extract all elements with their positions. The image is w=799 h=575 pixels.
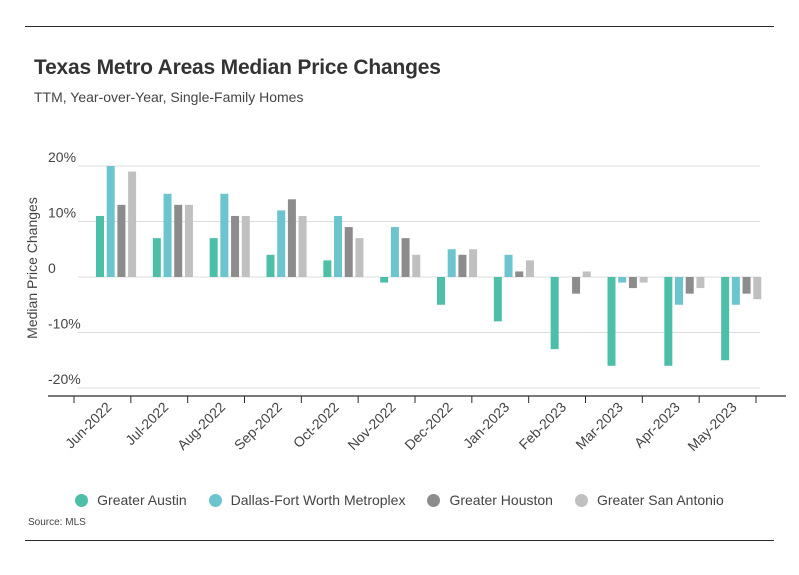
bar: [572, 277, 581, 294]
top-rule: [25, 26, 774, 27]
bar: [721, 277, 730, 361]
bar: [504, 254, 513, 277]
bar: [344, 227, 353, 277]
bar: [582, 271, 591, 277]
bar: [277, 210, 286, 277]
y-tick-label: 10%: [48, 205, 76, 221]
bar: [390, 227, 399, 277]
bar: [266, 254, 275, 277]
bar: [96, 215, 104, 277]
bar: [106, 166, 115, 277]
legend-label: Greater Austin: [97, 492, 187, 508]
y-tick-label: -10%: [48, 316, 81, 332]
x-tick-label: Jul-2022: [122, 399, 171, 448]
legend-swatch: [574, 493, 588, 507]
bar: [607, 277, 616, 366]
x-tick-label: May-2023: [684, 399, 739, 454]
y-tick-label: 20%: [48, 149, 76, 165]
legend-label: Greater San Antonio: [596, 492, 724, 508]
bar: [696, 277, 705, 289]
bar: [241, 215, 250, 277]
bar: [525, 260, 534, 277]
bar: [618, 277, 627, 283]
bar: [685, 277, 694, 294]
bar: [323, 260, 332, 277]
x-tick-label: Nov-2022: [344, 399, 398, 453]
chart-subtitle: TTM, Year-over-Year, Single-Family Homes: [34, 89, 304, 105]
bar: [174, 204, 183, 277]
legend-swatch: [427, 493, 441, 507]
y-axis-label: Median Price Changes: [24, 197, 40, 339]
legend-item: Greater San Antonio: [574, 492, 724, 508]
bar: [731, 277, 740, 305]
bar: [298, 215, 307, 277]
x-tick-label: Oct-2022: [290, 399, 342, 451]
legend-swatch: [75, 493, 89, 507]
bar: [458, 254, 467, 277]
bar: [469, 249, 478, 277]
source-note: Source: MLS: [28, 517, 86, 528]
y-tick-label: -20%: [48, 371, 81, 387]
bar: [117, 204, 126, 277]
bar: [152, 238, 161, 277]
legend-item: Greater Houston: [427, 492, 553, 508]
x-tick-label: Mar-2023: [572, 399, 626, 453]
legend-item: Greater Austin: [75, 492, 187, 508]
bar: [401, 238, 410, 277]
legend-swatch: [208, 493, 222, 507]
bar: [355, 238, 364, 277]
bar: [184, 204, 193, 277]
x-tick-label: Aug-2022: [174, 399, 228, 453]
bar: [515, 271, 524, 277]
bar: [163, 193, 172, 277]
bar: [412, 254, 421, 277]
bar: [209, 238, 218, 277]
x-tick-label: Feb-2023: [516, 399, 570, 453]
bar: [437, 277, 445, 305]
chart-title: Texas Metro Areas Median Price Changes: [34, 56, 441, 79]
bar: [550, 277, 559, 350]
bar: [753, 277, 762, 300]
x-tick-label: Jun-2022: [62, 399, 115, 452]
bar: [447, 249, 456, 277]
y-tick-label: 0: [48, 260, 56, 276]
bar: [380, 277, 389, 283]
x-tick-label: Apr-2023: [631, 399, 683, 451]
chart-legend: Greater Austin Dallas-Fort Worth Metrople…: [0, 492, 799, 508]
legend-label: Dallas-Fort Worth Metroplex: [230, 492, 406, 508]
bar: [628, 277, 637, 289]
bottom-rule: [25, 540, 774, 541]
x-tick-label: Jan-2023: [460, 399, 513, 452]
legend-label: Greater Houston: [449, 492, 553, 508]
bar-chart: 20% 10% 0 -10% -20% Median Price Changes Jun-2…: [24, 149, 786, 454]
bar: [287, 199, 296, 277]
bar: [639, 277, 648, 283]
bar: [493, 277, 502, 322]
x-tick-label: Sep-2022: [231, 399, 285, 453]
bar: [128, 171, 137, 277]
legend-item: Dallas-Fort Worth Metroplex: [208, 492, 406, 508]
bar: [664, 277, 673, 366]
bar: [231, 215, 240, 277]
bar: [675, 277, 684, 305]
bar: [220, 193, 229, 277]
bar: [334, 215, 343, 277]
x-tick-label: Dec-2022: [401, 399, 455, 453]
bar: [742, 277, 751, 294]
